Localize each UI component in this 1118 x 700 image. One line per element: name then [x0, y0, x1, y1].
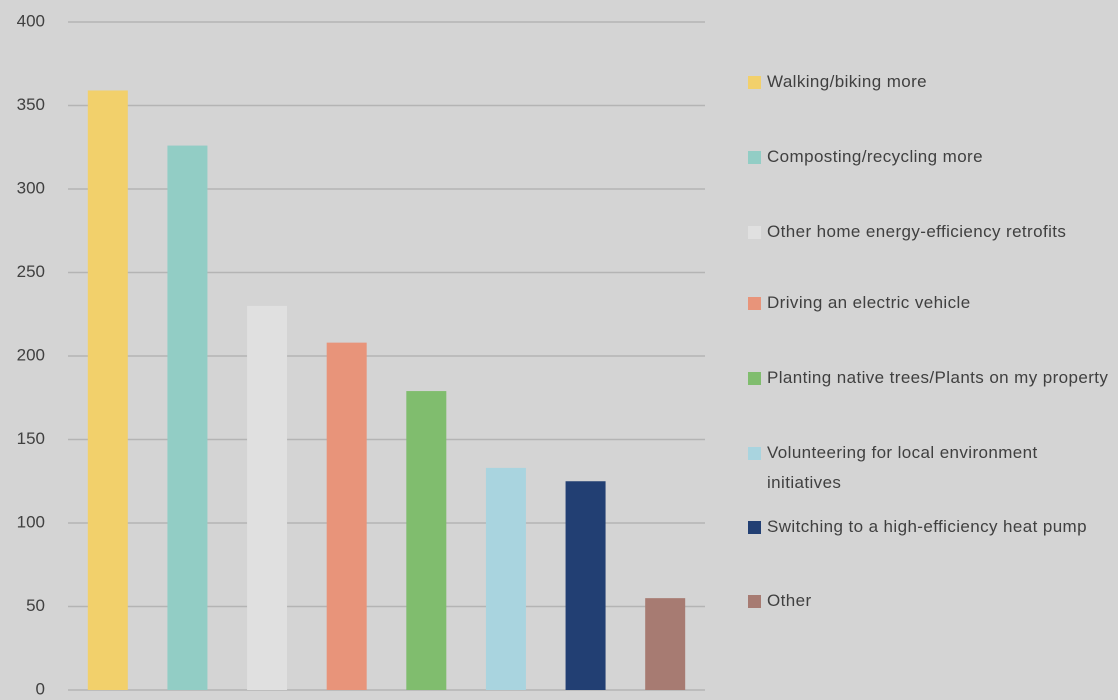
legend-swatch — [748, 595, 761, 608]
legend-label: Volunteering for local environment initi… — [767, 443, 1038, 492]
bar — [406, 391, 447, 690]
legend-label: Planting native trees/Plants on my prope… — [767, 368, 1109, 387]
legend-label: Driving an electric vehicle — [767, 293, 971, 312]
legend-swatch — [748, 226, 761, 239]
bar — [645, 598, 686, 690]
legend-item: Composting/recycling more — [748, 142, 1112, 172]
legend-swatch — [748, 372, 761, 385]
legend-item: Switching to a high-efficiency heat pump — [748, 512, 1112, 542]
legend-swatch — [748, 447, 761, 460]
bar — [87, 90, 128, 691]
y-tick-label: 250 — [17, 262, 45, 281]
legend-label: Other — [767, 591, 812, 610]
legend-label: Composting/recycling more — [767, 147, 983, 166]
y-tick-label: 100 — [17, 512, 45, 531]
legend-item: Volunteering for local environment initi… — [748, 438, 1112, 498]
y-tick-label: 0 — [36, 679, 45, 698]
legend-swatch — [748, 297, 761, 310]
legend-label: Walking/biking more — [767, 72, 928, 91]
bar — [565, 481, 606, 690]
legend-swatch — [748, 76, 761, 89]
y-tick-label: 400 — [17, 11, 45, 30]
legend-swatch — [748, 151, 761, 164]
legend-label: Switching to a high-efficiency heat pump — [767, 517, 1087, 536]
bar — [247, 305, 288, 690]
legend-item: Other home energy-efficiency retrofits — [748, 217, 1112, 247]
legend-item: Walking/biking more — [748, 67, 1112, 97]
y-tick-label: 50 — [26, 596, 45, 615]
legend-label: Other home energy-efficiency retrofits — [767, 222, 1067, 241]
y-tick-label: 350 — [17, 95, 45, 114]
legend-swatch — [748, 521, 761, 534]
plot: 0 50 100 150 200 250 300 350 400 — [17, 11, 705, 698]
bar — [167, 145, 208, 690]
bar — [326, 342, 367, 690]
legend-item: Driving an electric vehicle — [748, 288, 1112, 318]
legend-item: Planting native trees/Plants on my prope… — [748, 363, 1112, 393]
bar — [485, 467, 526, 690]
y-tick-label: 200 — [17, 345, 45, 364]
y-tick-label: 300 — [17, 178, 45, 197]
legend-item: Other — [748, 586, 1112, 616]
y-tick-label: 150 — [17, 429, 45, 448]
